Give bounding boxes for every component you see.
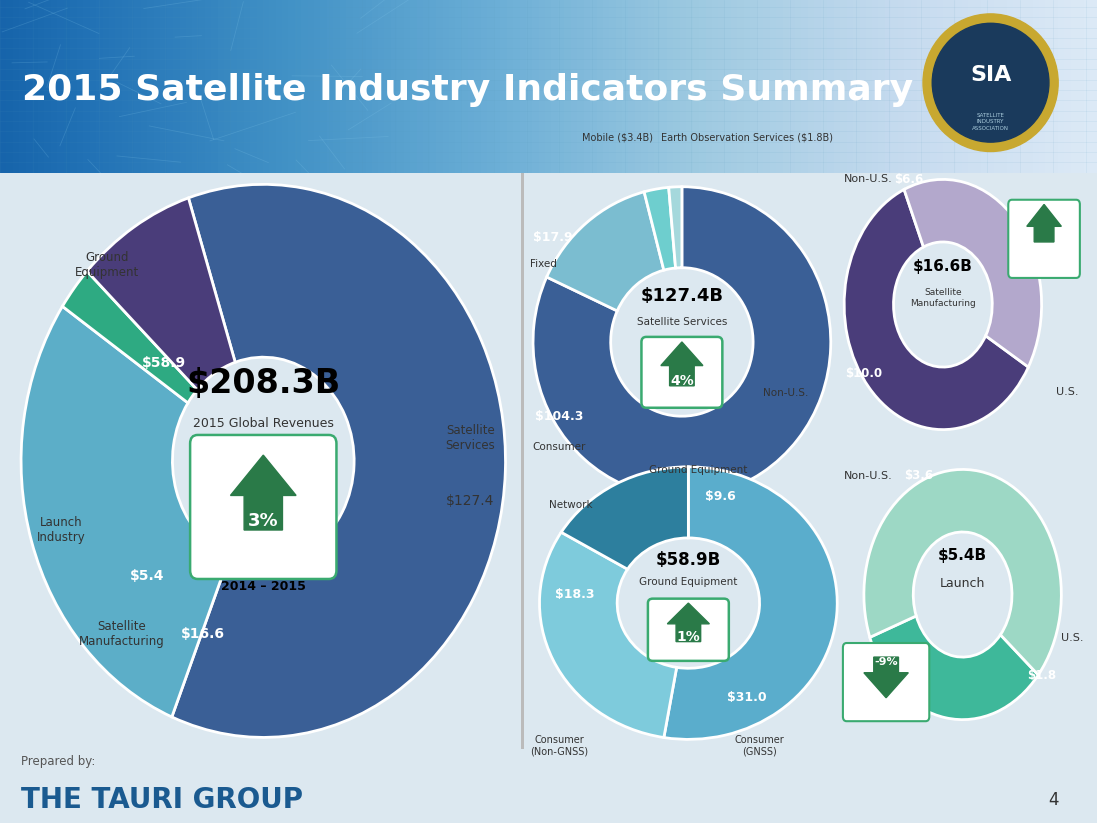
Wedge shape — [172, 184, 506, 737]
Text: U.S.: U.S. — [1056, 387, 1078, 397]
Text: Network: Network — [550, 500, 592, 510]
Text: Satellite
Manufacturing: Satellite Manufacturing — [79, 620, 165, 648]
Text: SATELLITE
INDUSTRY
ASSOCIATION: SATELLITE INDUSTRY ASSOCIATION — [972, 113, 1009, 131]
FancyBboxPatch shape — [648, 598, 728, 661]
Text: $6.6: $6.6 — [894, 173, 923, 186]
Wedge shape — [533, 187, 830, 497]
FancyBboxPatch shape — [190, 435, 337, 579]
Text: Non-U.S.: Non-U.S. — [762, 388, 808, 398]
Text: $104.3: $104.3 — [534, 410, 584, 423]
Text: $127.4B: $127.4B — [641, 287, 723, 305]
Text: 4%: 4% — [670, 374, 693, 388]
Polygon shape — [864, 657, 908, 698]
Text: 4%: 4% — [1034, 248, 1053, 258]
Text: $5.4B: $5.4B — [938, 548, 987, 563]
Wedge shape — [845, 189, 1028, 430]
Text: $208.3B: $208.3B — [186, 366, 340, 400]
Text: $58.9B: $58.9B — [656, 551, 721, 570]
Text: Launch
Industry: Launch Industry — [37, 516, 86, 544]
Circle shape — [923, 14, 1059, 151]
Wedge shape — [562, 467, 689, 570]
Wedge shape — [669, 187, 682, 268]
Text: Ground Equipment: Ground Equipment — [640, 578, 737, 588]
Text: $3.6: $3.6 — [904, 469, 932, 482]
Text: Non-U.S.: Non-U.S. — [845, 471, 893, 481]
Text: Consumer: Consumer — [532, 442, 586, 452]
Polygon shape — [667, 603, 710, 642]
Text: $127.4: $127.4 — [446, 494, 495, 509]
Text: 4: 4 — [1048, 791, 1059, 809]
FancyBboxPatch shape — [1008, 200, 1079, 278]
FancyBboxPatch shape — [842, 643, 929, 721]
Text: -9%: -9% — [874, 657, 898, 667]
Wedge shape — [546, 192, 664, 311]
Text: Mobile ($3.4B): Mobile ($3.4B) — [581, 133, 653, 143]
Text: Ground Equipment: Ground Equipment — [649, 465, 747, 475]
Wedge shape — [87, 198, 235, 390]
Text: Consumer
(Non-GNSS): Consumer (Non-GNSS) — [530, 734, 588, 756]
Text: 3%: 3% — [248, 513, 279, 530]
Text: Satellite
Services: Satellite Services — [445, 424, 495, 452]
Text: Launch: Launch — [940, 577, 985, 590]
Wedge shape — [904, 179, 1041, 367]
Polygon shape — [230, 455, 296, 530]
Wedge shape — [63, 272, 197, 403]
Text: SIA: SIA — [970, 65, 1011, 85]
Text: Consumer
(GNSS): Consumer (GNSS) — [735, 734, 784, 756]
Text: THE TAURI GROUP: THE TAURI GROUP — [21, 786, 303, 814]
Text: Satellite
Manufacturing: Satellite Manufacturing — [911, 288, 975, 309]
Text: $17.9: $17.9 — [533, 231, 573, 244]
Text: Earth Observation Services ($1.8B): Earth Observation Services ($1.8B) — [660, 133, 833, 143]
Wedge shape — [664, 467, 837, 739]
Text: $31.0: $31.0 — [727, 691, 767, 704]
Text: $18.3: $18.3 — [555, 588, 595, 601]
FancyBboxPatch shape — [642, 337, 722, 407]
Text: 2015 Satellite Industry Indicators Summary: 2015 Satellite Industry Indicators Summa… — [22, 73, 913, 107]
Polygon shape — [660, 342, 703, 386]
Text: $5.4: $5.4 — [129, 569, 165, 584]
Polygon shape — [1027, 204, 1061, 242]
Text: Fixed: Fixed — [530, 259, 556, 269]
Circle shape — [932, 23, 1049, 142]
Text: Ground
Equipment: Ground Equipment — [75, 251, 139, 279]
Text: $1.8: $1.8 — [1027, 669, 1056, 682]
Text: Satellite Services: Satellite Services — [636, 317, 727, 327]
Wedge shape — [864, 469, 1061, 675]
Text: $16.6B: $16.6B — [913, 259, 973, 275]
Text: $16.6: $16.6 — [181, 626, 225, 641]
Text: Growth
2014 – 2015: Growth 2014 – 2015 — [220, 565, 306, 593]
Text: $9.6: $9.6 — [705, 490, 736, 503]
Text: U.S.: U.S. — [1061, 634, 1084, 644]
Text: 2015 Global Revenues: 2015 Global Revenues — [193, 417, 333, 430]
Text: 1%: 1% — [677, 630, 700, 644]
Wedge shape — [21, 306, 229, 717]
Wedge shape — [870, 616, 1038, 719]
Text: Non-U.S.: Non-U.S. — [845, 174, 893, 184]
Text: $58.9: $58.9 — [143, 356, 186, 370]
Text: Prepared by:: Prepared by: — [21, 756, 95, 769]
Wedge shape — [540, 532, 677, 737]
Text: $10.0: $10.0 — [846, 367, 882, 379]
Wedge shape — [644, 188, 676, 270]
